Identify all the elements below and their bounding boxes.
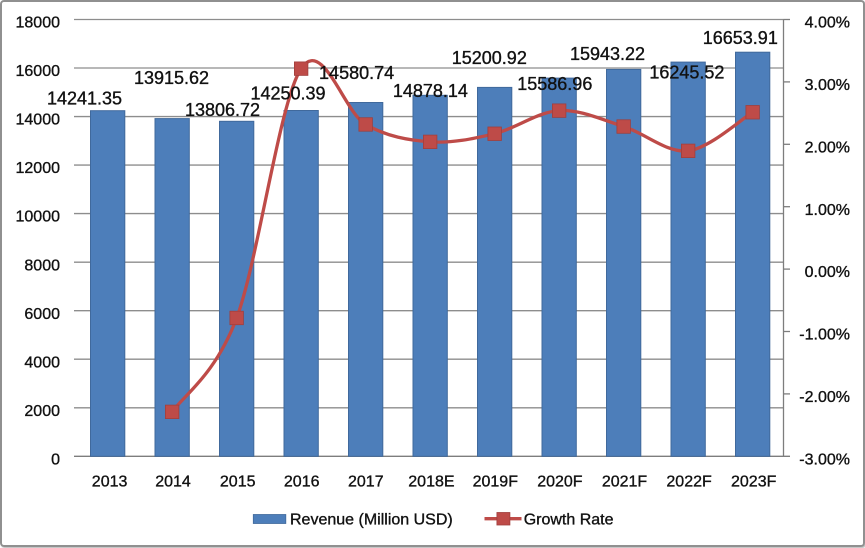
svg-text:18000: 18000 — [16, 15, 61, 32]
svg-text:15200.92: 15200.92 — [452, 48, 527, 68]
svg-text:16245.52: 16245.52 — [649, 63, 724, 83]
svg-text:2022F: 2022F — [666, 474, 712, 491]
svg-text:15943.22: 15943.22 — [570, 44, 645, 64]
svg-text:14250.39: 14250.39 — [250, 83, 325, 103]
svg-text:2015: 2015 — [220, 474, 256, 491]
svg-text:2014: 2014 — [155, 474, 191, 491]
svg-text:2.00%: 2.00% — [805, 139, 850, 156]
svg-text:12000: 12000 — [16, 160, 61, 177]
svg-text:2019F: 2019F — [473, 474, 519, 491]
svg-text:2000: 2000 — [24, 403, 60, 420]
svg-text:0: 0 — [51, 451, 60, 468]
svg-text:-1.00%: -1.00% — [799, 327, 850, 344]
svg-text:10000: 10000 — [16, 209, 61, 226]
svg-text:2023F: 2023F — [731, 474, 777, 491]
svg-text:2017: 2017 — [348, 474, 384, 491]
svg-text:15586.96: 15586.96 — [517, 74, 592, 94]
svg-text:0.00%: 0.00% — [805, 264, 850, 281]
svg-text:1.00%: 1.00% — [805, 202, 850, 219]
svg-text:13806.72: 13806.72 — [185, 100, 260, 120]
svg-text:2016: 2016 — [284, 474, 320, 491]
svg-text:2018E: 2018E — [408, 474, 454, 491]
svg-text:Growth Rate: Growth Rate — [524, 512, 614, 529]
svg-text:14878.14: 14878.14 — [393, 81, 468, 101]
svg-text:2020F: 2020F — [537, 474, 583, 491]
svg-text:14241.35: 14241.35 — [47, 88, 122, 108]
svg-text:14580.74: 14580.74 — [319, 63, 394, 83]
svg-text:6000: 6000 — [24, 306, 60, 323]
svg-text:2013: 2013 — [92, 474, 128, 491]
svg-text:-2.00%: -2.00% — [799, 389, 850, 406]
svg-text:3.00%: 3.00% — [805, 77, 850, 94]
svg-text:16653.91: 16653.91 — [703, 28, 778, 48]
svg-text:2021F: 2021F — [602, 474, 648, 491]
svg-text:Revenue (Million USD): Revenue (Million USD) — [290, 512, 453, 529]
svg-text:16000: 16000 — [16, 63, 61, 80]
svg-text:13915.62: 13915.62 — [134, 68, 209, 88]
svg-text:8000: 8000 — [24, 257, 60, 274]
svg-text:4000: 4000 — [24, 354, 60, 371]
svg-text:4.00%: 4.00% — [805, 15, 850, 32]
svg-text:-3.00%: -3.00% — [799, 451, 850, 468]
svg-text:14000: 14000 — [16, 112, 61, 129]
